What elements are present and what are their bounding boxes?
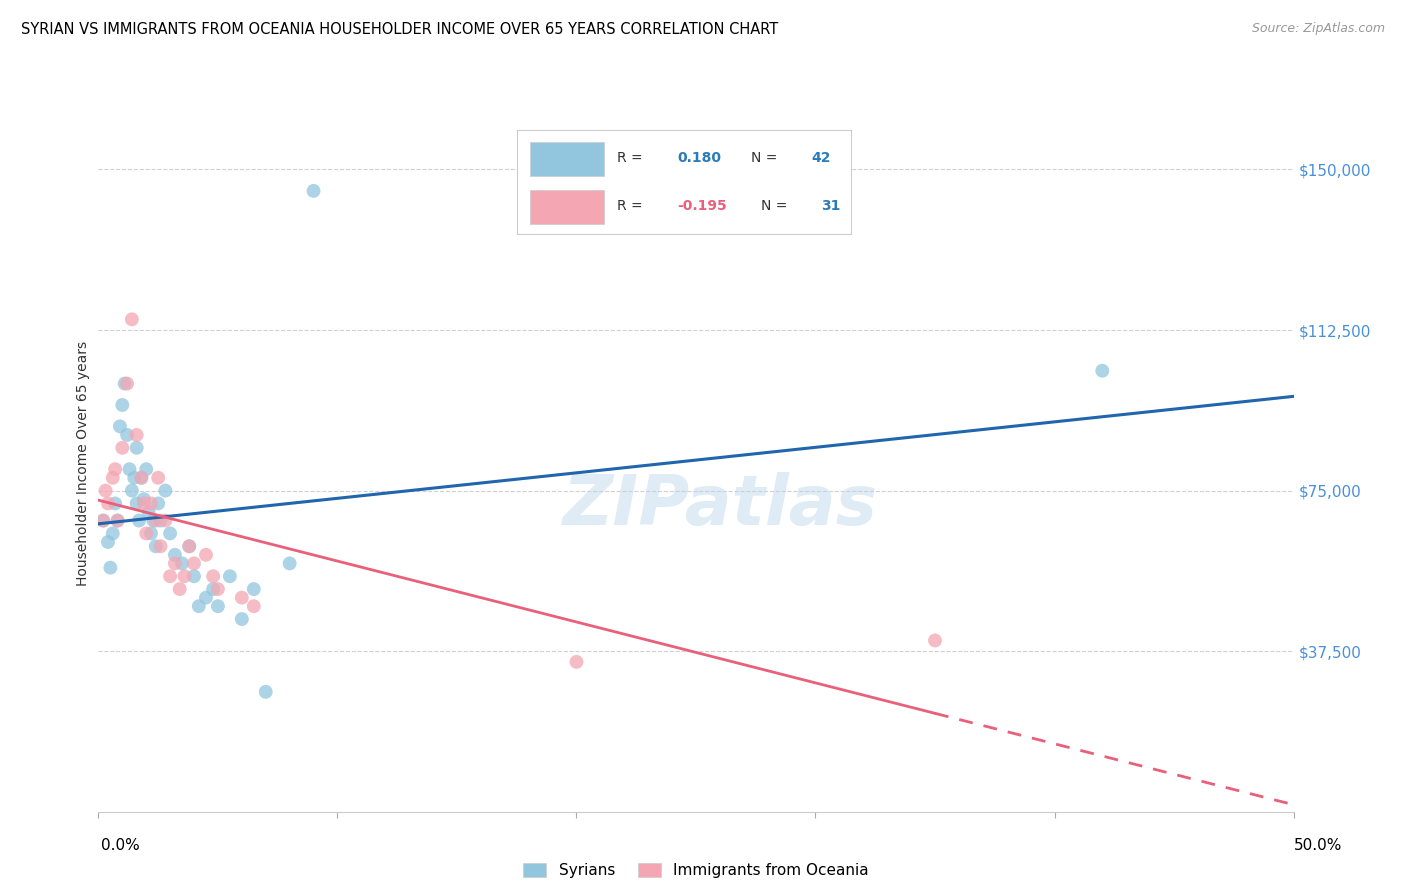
Text: Source: ZipAtlas.com: Source: ZipAtlas.com bbox=[1251, 22, 1385, 36]
Point bbox=[138, 505, 160, 519]
Point bbox=[194, 591, 218, 605]
Point bbox=[243, 599, 266, 614]
Point bbox=[107, 514, 129, 528]
Point bbox=[101, 526, 124, 541]
Point bbox=[132, 496, 155, 510]
Point bbox=[125, 428, 148, 442]
Point bbox=[183, 569, 205, 583]
Point bbox=[243, 582, 266, 596]
Point bbox=[924, 633, 946, 648]
Point bbox=[145, 539, 167, 553]
Point bbox=[231, 591, 253, 605]
Point bbox=[179, 539, 201, 553]
Point bbox=[155, 514, 177, 528]
Point bbox=[101, 471, 124, 485]
Point bbox=[114, 376, 136, 391]
Point bbox=[278, 557, 301, 571]
Point bbox=[128, 514, 150, 528]
Point bbox=[148, 471, 170, 485]
Point bbox=[111, 441, 134, 455]
Point bbox=[115, 428, 138, 442]
Point bbox=[121, 483, 143, 498]
Point bbox=[131, 471, 153, 485]
Point bbox=[135, 462, 157, 476]
Point bbox=[121, 312, 143, 326]
Point bbox=[187, 599, 209, 614]
Point bbox=[118, 462, 141, 476]
Text: ZIPatlas: ZIPatlas bbox=[562, 472, 877, 539]
Point bbox=[172, 557, 194, 571]
Point bbox=[202, 569, 225, 583]
Point bbox=[194, 548, 218, 562]
Point bbox=[173, 569, 195, 583]
Point bbox=[149, 539, 172, 553]
Point bbox=[159, 526, 181, 541]
Point bbox=[91, 514, 114, 528]
Point bbox=[104, 496, 127, 510]
Point bbox=[145, 514, 167, 528]
Point bbox=[115, 376, 138, 391]
Point bbox=[91, 514, 114, 528]
Text: SYRIAN VS IMMIGRANTS FROM OCEANIA HOUSEHOLDER INCOME OVER 65 YEARS CORRELATION C: SYRIAN VS IMMIGRANTS FROM OCEANIA HOUSEH… bbox=[21, 22, 779, 37]
Point bbox=[207, 582, 229, 596]
Point bbox=[97, 535, 120, 549]
Point bbox=[565, 655, 588, 669]
Point bbox=[202, 582, 225, 596]
Point bbox=[124, 471, 146, 485]
Point bbox=[231, 612, 253, 626]
Legend: Syrians, Immigrants from Oceania: Syrians, Immigrants from Oceania bbox=[517, 857, 875, 884]
Point bbox=[159, 569, 181, 583]
Point bbox=[179, 539, 201, 553]
Point bbox=[163, 548, 186, 562]
Point bbox=[169, 582, 191, 596]
Point bbox=[149, 514, 172, 528]
Point bbox=[207, 599, 229, 614]
Point bbox=[125, 496, 148, 510]
Point bbox=[107, 514, 129, 528]
Point bbox=[108, 419, 131, 434]
Point bbox=[125, 441, 148, 455]
Point bbox=[183, 557, 205, 571]
Point bbox=[163, 557, 186, 571]
Point bbox=[302, 184, 325, 198]
Point bbox=[104, 462, 127, 476]
Point bbox=[131, 471, 153, 485]
Text: 50.0%: 50.0% bbox=[1295, 838, 1343, 854]
Point bbox=[142, 514, 165, 528]
Point bbox=[254, 685, 277, 699]
Point bbox=[1091, 364, 1114, 378]
Point bbox=[155, 483, 177, 498]
Point bbox=[139, 496, 162, 510]
Point bbox=[97, 496, 120, 510]
Point bbox=[132, 492, 155, 507]
Point bbox=[148, 496, 170, 510]
Point bbox=[98, 560, 122, 574]
Point bbox=[139, 526, 162, 541]
Point bbox=[94, 483, 117, 498]
Point bbox=[111, 398, 134, 412]
Text: 0.0%: 0.0% bbox=[101, 838, 141, 854]
Y-axis label: Householder Income Over 65 years: Householder Income Over 65 years bbox=[76, 342, 90, 586]
Point bbox=[135, 526, 157, 541]
Point bbox=[219, 569, 242, 583]
